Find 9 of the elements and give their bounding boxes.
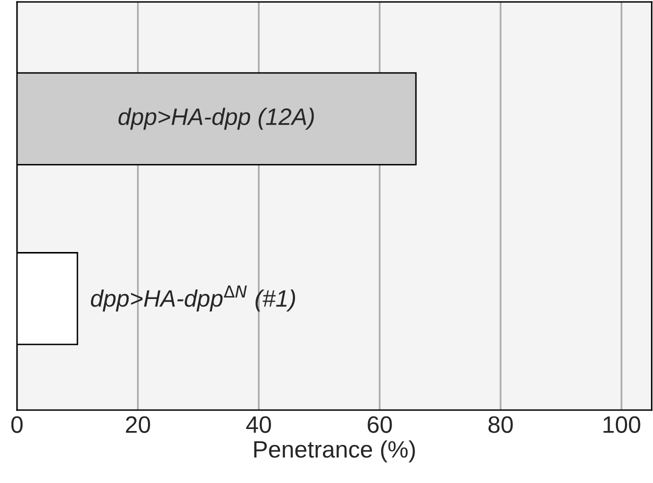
x-axis-title: Penetrance (%) [254, 440, 415, 462]
x-tick-label: 80 [488, 416, 513, 433]
x-tick-label: 60 [368, 416, 392, 433]
x-tick-label: 20 [126, 416, 150, 433]
x-tick-label: 0 [11, 416, 23, 433]
y-tick-label: dpp>HA-dpp$^{ΔN}$ (#1) [90, 285, 296, 312]
y-tick-label: dpp>HA-dpp (12A) [118, 108, 314, 130]
x-tick-label: 100 [604, 416, 640, 433]
x-tick-label: 40 [246, 416, 271, 433]
